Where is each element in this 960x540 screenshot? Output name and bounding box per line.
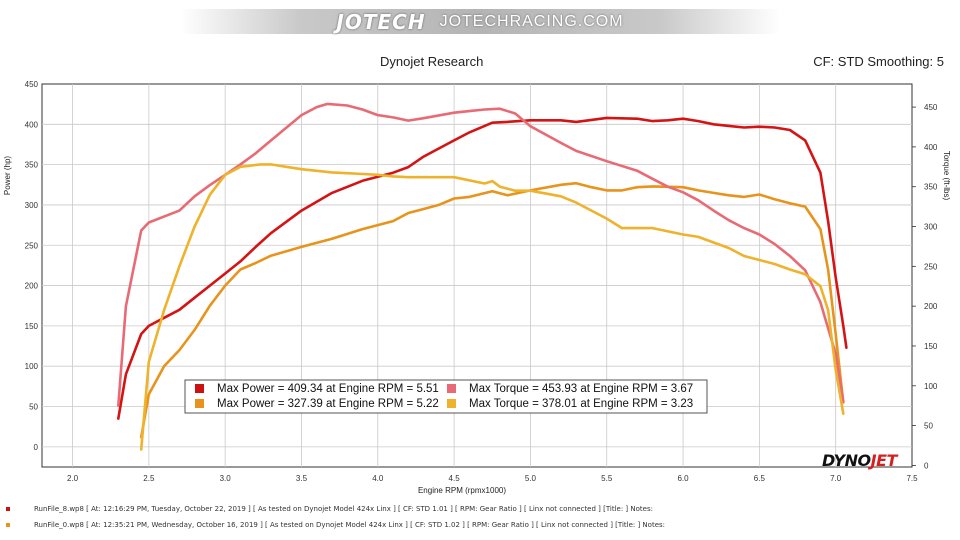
brand-logo: JOTECH [336,9,426,34]
x-tick-label: 5.0 [525,474,537,483]
legend-entry-text: Max Power = 327.39 at Engine RPM = 5.22 [217,398,439,410]
brand-site-url: JOTECHRACING.COM [439,12,624,30]
y-tick-label: 150 [25,322,39,331]
y2-tick-label: 250 [924,262,938,271]
x-tick-label: 4.5 [449,474,461,483]
x-tick-label: 6.0 [677,474,689,483]
dynojet-logo: DYNOJET [822,451,897,470]
brand-banner: JOTECH JOTECHRACING.COM [180,9,780,34]
y2-tick-label: 400 [924,143,938,152]
y-tick-label: 0 [34,443,39,452]
x-tick-label: 3.0 [220,474,232,483]
x-tick-label: 3.5 [296,474,308,483]
legend-box [184,379,708,414]
y-axis-label: Power (hp) [3,156,12,195]
legend-entry-text: Max Power = 409.34 at Engine RPM = 5.51 [217,383,439,395]
y2-tick-label: 50 [924,422,933,431]
x-axis-label: Engine RPM (rpmx1000) [418,486,506,495]
y-tick-label: 100 [25,362,39,371]
x-tick-label: 4.0 [372,474,384,483]
dynojet-logo-dyno: DYNO [822,451,871,470]
y-tick-label: 300 [25,201,39,210]
series-line-2 [139,181,845,439]
run-note-1-marker [6,507,10,511]
y-tick-label: 450 [25,80,39,89]
run-note-1-text: RunFile_8.wp8 [ At: 12:16:29 PM, Tuesday… [34,505,653,513]
run-note-2-marker [6,523,10,527]
x-tick-label: 2.0 [67,474,79,483]
legend-swatch [195,399,204,408]
x-tick-label: 5.5 [601,474,613,483]
y-tick-label: 50 [29,403,38,412]
y-tick-label: 250 [25,241,39,250]
y-tick-label: 400 [25,120,39,129]
dynojet-logo-jet: JET [870,451,898,470]
legend-entry-text: Max Torque = 453.93 at Engine RPM = 3.67 [469,383,693,395]
series-line-4 [139,163,845,451]
run-note-1: RunFile_8.wp8 [ At: 12:16:29 PM, Tuesday… [6,505,653,513]
y2-axis-label: Torque (ft-lbs) [942,151,951,201]
y2-tick-label: 450 [924,103,938,112]
x-tick-label: 6.5 [754,474,766,483]
run-note-2-text: RunFile_0.wp8 [ At: 12:35:21 PM, Wednesd… [34,521,666,529]
series-line-1 [117,116,848,420]
y2-tick-label: 0 [924,461,929,470]
y2-tick-label: 150 [924,342,938,351]
legend-entry-text: Max Torque = 378.01 at Engine RPM = 3.23 [469,398,693,410]
chart-title: Dynojet Research [380,54,484,69]
y2-tick-label: 100 [924,382,938,391]
legend-swatch [447,384,456,393]
run-note-2: RunFile_0.wp8 [ At: 12:35:21 PM, Wednesd… [6,521,665,529]
x-tick-label: 7.5 [906,474,918,483]
y2-tick-label: 200 [924,302,938,311]
y-tick-label: 200 [25,282,39,291]
y2-tick-label: 350 [924,183,938,192]
legend-swatch [447,399,456,408]
y2-tick-label: 300 [924,223,938,232]
legend-swatch [195,384,204,393]
x-tick-label: 7.0 [830,474,842,483]
y-tick-label: 350 [25,161,39,170]
x-tick-label: 2.5 [143,474,155,483]
chart-subtitle: CF: STD Smoothing: 5 [813,54,944,69]
